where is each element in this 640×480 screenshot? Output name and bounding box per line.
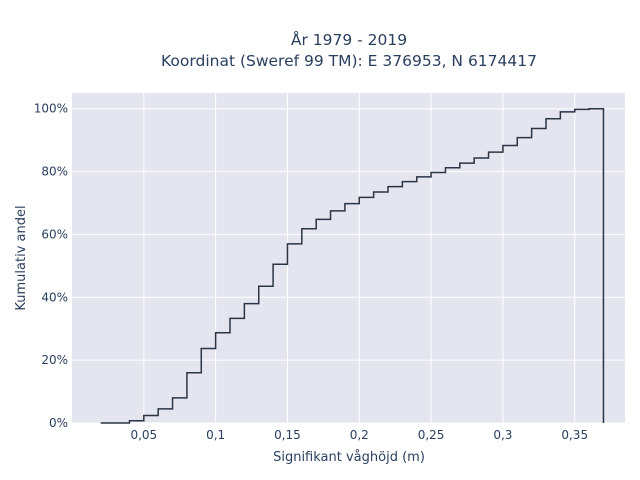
- y-tick-label: 20%: [41, 353, 68, 367]
- x-tick-label: 0,35: [561, 428, 588, 442]
- cumulative-step-line: [100, 107, 605, 424]
- x-axis-ticks: 0,05 0,1 0,15 0,2 0,25 0,3 0,35: [130, 428, 588, 442]
- y-axis-title: Kumulativ andel: [14, 205, 29, 310]
- y-axis-ticks: 0% 20% 40% 60% 80% 100%: [34, 102, 68, 430]
- y-tick-label: 60%: [41, 227, 68, 241]
- plot-area: [72, 93, 625, 423]
- x-tick-label: 0,3: [493, 428, 512, 442]
- x-tick-label: 0,2: [350, 428, 369, 442]
- chart-title-line-2: Koordinat (Sweref 99 TM): E 376953, N 61…: [161, 52, 537, 70]
- x-axis-title: Signifikant våghöjd (m): [273, 450, 425, 465]
- y-tick-label: 0%: [49, 416, 68, 430]
- x-tick-label: 0,15: [274, 428, 301, 442]
- chart-title-line-1: År 1979 - 2019: [291, 30, 407, 49]
- y-tick-label: 40%: [41, 290, 68, 304]
- series-group: [100, 107, 605, 424]
- x-tick-label: 0,1: [206, 428, 225, 442]
- y-tick-label: 100%: [34, 102, 68, 116]
- x-tick-label: 0,25: [418, 428, 445, 442]
- y-tick-label: 80%: [41, 165, 68, 179]
- x-tick-label: 0,05: [130, 428, 157, 442]
